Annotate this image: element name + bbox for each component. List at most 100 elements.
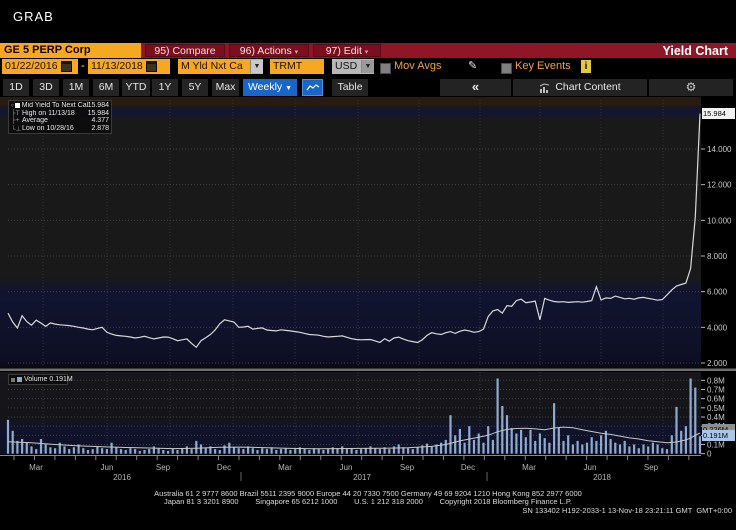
legend-expander-icon[interactable]: ▿ <box>11 102 14 109</box>
x-axis-month-label: Jun <box>340 463 353 472</box>
yield-field-select[interactable]: M Yld Nxt Ca ▼ <box>178 59 263 74</box>
volume-swatch-icon <box>17 377 22 382</box>
legend-value: 4.377 <box>91 117 109 125</box>
x-axis-month-label: Mar <box>278 463 292 472</box>
period-button-1m[interactable]: 1M <box>63 79 89 96</box>
legend-item-low: └⊥ Low on 10/28/16 2.878 <box>11 125 109 133</box>
legend-value: 15.984 <box>87 109 109 117</box>
x-axis-year-label: 2018 <box>593 473 611 482</box>
volume-panel-background <box>0 372 701 454</box>
calendar-icon[interactable] <box>60 61 72 72</box>
currency-value: USD <box>335 60 358 72</box>
key-events-label: Key Events <box>515 60 571 72</box>
series-swatch-icon <box>14 103 20 109</box>
y-axis-tick-label: 4.000 <box>707 323 728 332</box>
footer-contact-line: Australia 61 2 9777 8600 Brazil 5511 239… <box>154 489 582 498</box>
y-axis-tick-label: 0.4M <box>707 413 725 422</box>
period-button-5y[interactable]: 5Y <box>182 79 208 96</box>
currency-select[interactable]: USD ▼ <box>332 59 374 74</box>
yield-line <box>7 113 701 349</box>
average-marker-icon: ├+ <box>11 117 20 125</box>
volume-bars <box>6 378 702 454</box>
gridlines <box>8 100 701 453</box>
period-button-3d[interactable]: 3D <box>33 79 59 96</box>
volume-legend[interactable]: Volume 0.191M <box>8 374 73 385</box>
y-axis-tick-label: 8.000 <box>707 252 728 261</box>
main-panel-background <box>0 97 701 368</box>
compare-button-label: 95) Compare <box>154 45 216 57</box>
x-axis-year-label: 2016 <box>113 473 131 482</box>
line-chart-icon <box>306 84 319 91</box>
page-title: Yield Chart <box>662 44 728 58</box>
legend-label: High on 11/13/18 <box>22 109 75 117</box>
period-button-ytd[interactable]: YTD <box>122 79 150 96</box>
table-button[interactable]: Table <box>332 79 368 96</box>
x-axis-year-label: 2017 <box>353 473 371 482</box>
edit-button[interactable]: 97) Edit ▾ <box>313 44 381 57</box>
x-axis-month-label: Sep <box>400 463 415 472</box>
chart-content-icon <box>540 82 550 93</box>
source-field[interactable]: TRMT <box>270 59 324 74</box>
volume-legend-value: 0.191M <box>49 376 73 383</box>
panel-divider[interactable] <box>0 368 736 372</box>
chevron-down-icon[interactable]: ▼ <box>250 60 263 73</box>
y-axis-tick-label: 0.7M <box>707 385 725 394</box>
edit-button-label: 97) Edit <box>325 45 362 57</box>
x-axis-month-label: Sep <box>156 463 171 472</box>
security-field[interactable]: GE 5 PERP Corp <box>0 43 141 58</box>
volume-legend-label: Volume <box>24 376 48 383</box>
actions-button[interactable]: 96) Actions ▾ <box>229 44 309 57</box>
legend-label: Average <box>22 117 48 125</box>
legend-value: 2.878 <box>91 125 109 133</box>
y-axis-tick-label: 6.000 <box>707 288 728 297</box>
period-button-max[interactable]: Max <box>212 79 239 96</box>
compare-button[interactable]: 95) Compare <box>145 44 225 57</box>
legend-item-mid-yield[interactable]: ▿ Mid Yield To Next Call 15.984 <box>11 102 109 110</box>
frequency-select[interactable]: Weekly ▼ <box>243 79 297 96</box>
chart-content-label: Chart Content <box>555 81 621 93</box>
gear-icon: ⚙ <box>685 80 697 94</box>
chevron-down-icon: ▼ <box>285 85 293 92</box>
chevron-down-icon: ▾ <box>294 49 299 56</box>
legend-label: Mid Yield To Next Call <box>21 102 88 110</box>
x-axis-month-label: Mar <box>29 463 43 472</box>
mov-avgs-label: Mov Avgs <box>394 60 442 72</box>
legend-item-high: ├T High on 11/13/18 15.984 <box>11 110 109 118</box>
last-yield-value-label: 15.984 <box>702 108 735 119</box>
date-to-value: 11/13/2018 <box>91 60 143 72</box>
calendar-icon[interactable] <box>145 61 157 72</box>
collapse-button[interactable]: « <box>440 79 511 96</box>
y-axis-tick-label: 0.5M <box>707 404 725 413</box>
info-icon[interactable]: i <box>581 60 591 73</box>
x-axis: Mar Jun Sep Dec Mar Jun Sep Dec Mar Jun Sep 2016 201… <box>0 455 701 482</box>
frequency-value: Weekly <box>247 81 283 93</box>
date-range-separator: - <box>81 60 85 72</box>
settings-button[interactable]: ⚙ <box>649 79 733 96</box>
y-axis-tick-label: 0 <box>707 450 712 459</box>
volume-ma-line <box>7 426 701 450</box>
chevron-down-icon[interactable]: ▼ <box>361 60 374 73</box>
x-axis-month-label: Dec <box>217 463 231 472</box>
pencil-icon[interactable]: ✎ <box>468 60 478 72</box>
period-button-1y[interactable]: 1Y <box>152 79 178 96</box>
mov-avgs-checkbox[interactable] <box>380 63 391 74</box>
line-chart-type-button[interactable] <box>302 79 323 96</box>
chevron-down-icon: ▾ <box>364 49 369 56</box>
key-events-checkbox[interactable] <box>501 63 512 74</box>
y-axis-tick-label: 12.000 <box>707 181 732 190</box>
footer-copyright-line: Japan 81 3 3201 8900 Singapore 65 6212 1… <box>163 497 573 506</box>
period-button-6m[interactable]: 6M <box>93 79 119 96</box>
volume-ma-value-label: 0.226M <box>702 424 735 435</box>
yield-field-value: M Yld Nxt Ca <box>181 60 243 72</box>
legend-value: 15.984 <box>87 102 109 110</box>
chart-legend[interactable]: ▿ Mid Yield To Next Call 15.984 ├T High … <box>8 100 112 135</box>
date-from-value: 01/22/2016 <box>5 60 58 72</box>
y-axis-tick-label: 0.6M <box>707 395 725 404</box>
actions-button-label: 96) Actions <box>239 45 292 57</box>
legend-checkbox-icon[interactable] <box>11 377 15 382</box>
chart-content-button[interactable]: Chart Content <box>513 79 647 96</box>
period-button-1d[interactable]: 1D <box>3 79 29 96</box>
date-to-field[interactable]: 11/13/2018 <box>88 59 170 74</box>
date-from-field[interactable]: 01/22/2016 <box>2 59 78 74</box>
